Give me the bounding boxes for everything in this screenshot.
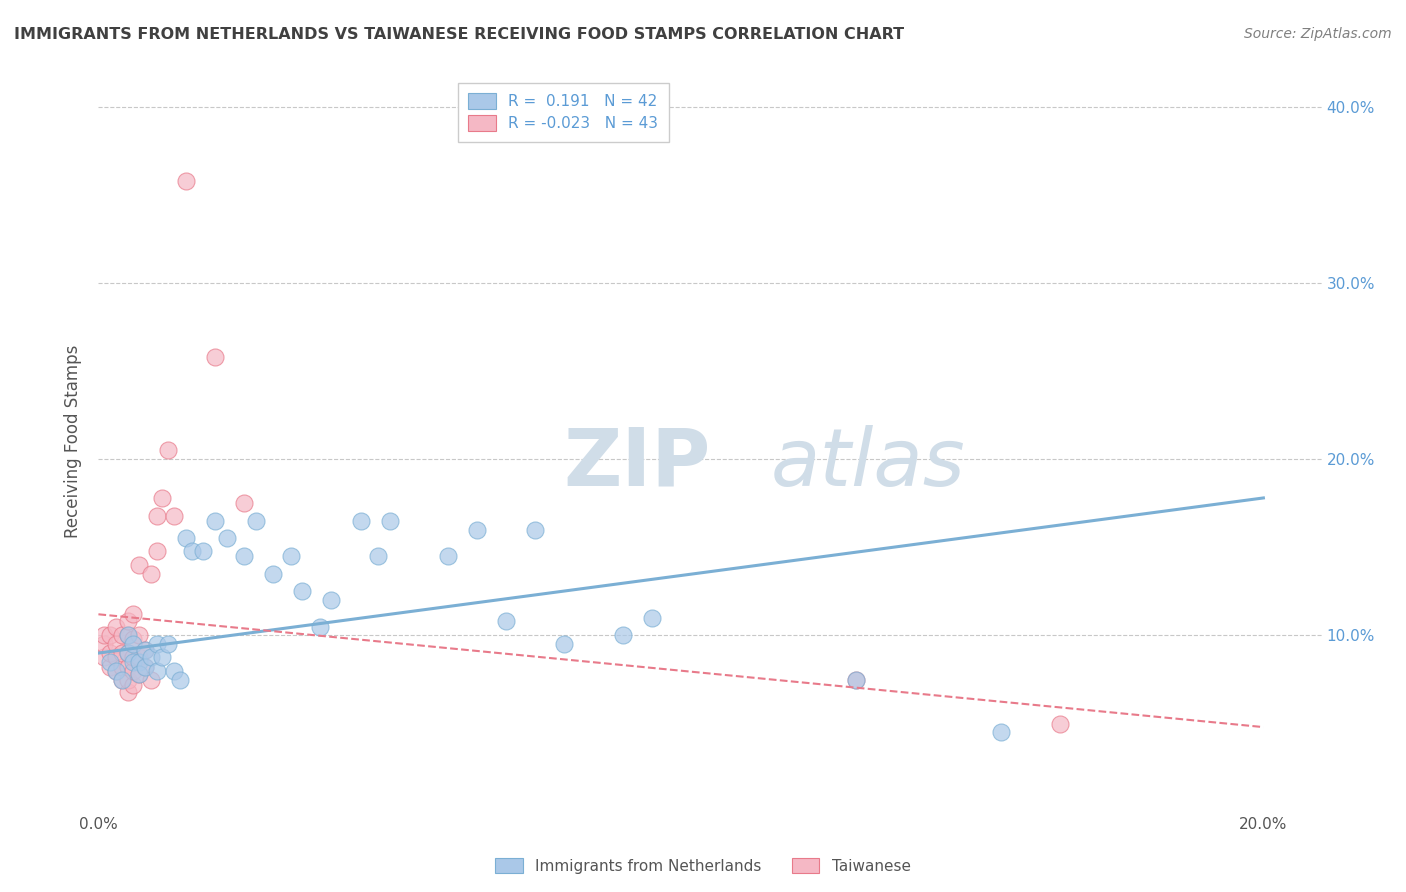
Point — [174, 532, 197, 546]
Point — [641, 611, 664, 625]
Point — [104, 664, 127, 678]
Point — [104, 637, 127, 651]
Point — [122, 664, 145, 678]
Point — [104, 649, 127, 664]
Point — [1049, 716, 1071, 731]
Point — [204, 514, 226, 528]
Point — [495, 615, 517, 629]
Point — [367, 549, 389, 563]
Text: ZIP: ZIP — [564, 425, 710, 503]
Point — [163, 508, 186, 523]
Text: atlas: atlas — [772, 425, 966, 503]
Point — [117, 646, 139, 660]
Point — [122, 637, 145, 651]
Point — [117, 660, 139, 674]
Point — [111, 673, 134, 687]
Point — [128, 667, 150, 681]
Point — [145, 664, 167, 678]
Legend: Immigrants from Netherlands, Taiwanese: Immigrants from Netherlands, Taiwanese — [489, 852, 917, 880]
Point — [117, 628, 139, 642]
Point — [111, 660, 134, 674]
Point — [308, 619, 330, 633]
Point — [437, 549, 460, 563]
Point — [157, 443, 180, 458]
Point — [845, 673, 868, 687]
Point — [280, 549, 302, 563]
Point — [128, 667, 150, 681]
Point — [139, 649, 162, 664]
Point — [117, 615, 139, 629]
Point — [321, 593, 343, 607]
Point — [98, 646, 121, 660]
Point — [262, 566, 284, 581]
Text: Source: ZipAtlas.com: Source: ZipAtlas.com — [1244, 27, 1392, 41]
Point — [111, 646, 134, 660]
Point — [117, 628, 139, 642]
Point — [93, 637, 115, 651]
Point — [98, 628, 121, 642]
Point — [128, 628, 150, 642]
Point — [93, 628, 115, 642]
Point — [163, 664, 186, 678]
Point — [215, 532, 238, 546]
Point — [291, 584, 314, 599]
Point — [117, 646, 139, 660]
Legend: R =  0.191   N = 42, R = -0.023   N = 43: R = 0.191 N = 42, R = -0.023 N = 43 — [458, 83, 669, 142]
Point — [122, 632, 145, 646]
Point — [145, 544, 167, 558]
Point — [139, 566, 162, 581]
Point — [990, 725, 1012, 739]
Point — [122, 649, 145, 664]
Point — [349, 514, 371, 528]
Point — [104, 619, 127, 633]
Point — [117, 685, 139, 699]
Point — [134, 642, 156, 657]
Point — [157, 637, 180, 651]
Point — [193, 544, 215, 558]
Point — [111, 628, 134, 642]
Point — [233, 549, 256, 563]
Point — [128, 558, 150, 572]
Point — [233, 496, 256, 510]
Point — [465, 523, 488, 537]
Point — [204, 350, 226, 364]
Point — [845, 673, 868, 687]
Point — [553, 637, 575, 651]
Point — [612, 628, 634, 642]
Point — [174, 174, 197, 188]
Point — [128, 649, 150, 664]
Point — [117, 673, 139, 687]
Point — [180, 544, 202, 558]
Point — [111, 673, 134, 687]
Point — [145, 637, 167, 651]
Point — [524, 523, 547, 537]
Point — [169, 673, 191, 687]
Point — [104, 664, 127, 678]
Point — [93, 649, 115, 664]
Point — [134, 660, 156, 674]
Point — [128, 655, 150, 669]
Point — [122, 607, 145, 622]
Point — [245, 514, 267, 528]
Point — [134, 660, 156, 674]
Point — [152, 491, 174, 505]
Point — [134, 642, 156, 657]
Y-axis label: Receiving Food Stamps: Receiving Food Stamps — [65, 345, 83, 538]
Point — [98, 655, 121, 669]
Text: IMMIGRANTS FROM NETHERLANDS VS TAIWANESE RECEIVING FOOD STAMPS CORRELATION CHART: IMMIGRANTS FROM NETHERLANDS VS TAIWANESE… — [14, 27, 904, 42]
Point — [145, 508, 167, 523]
Point — [122, 678, 145, 692]
Point — [139, 673, 162, 687]
Point — [98, 660, 121, 674]
Point — [378, 514, 401, 528]
Point — [152, 649, 174, 664]
Point — [122, 655, 145, 669]
